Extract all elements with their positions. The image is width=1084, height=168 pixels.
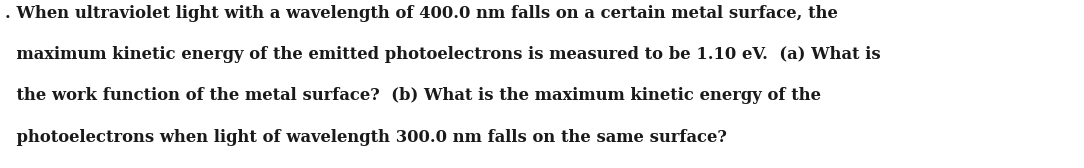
Text: photoelectrons when light of wavelength 300.0 nm falls on the same surface?: photoelectrons when light of wavelength … [5,129,727,145]
Text: maximum kinetic energy of the emitted photoelectrons is measured to be 1.10 eV. : maximum kinetic energy of the emitted ph… [5,46,881,63]
Text: the work function of the metal surface?  (b) What is the maximum kinetic energy : the work function of the metal surface? … [5,87,822,104]
Text: . When ultraviolet light with a wavelength of 400.0 nm falls on a certain metal : . When ultraviolet light with a waveleng… [5,5,838,22]
